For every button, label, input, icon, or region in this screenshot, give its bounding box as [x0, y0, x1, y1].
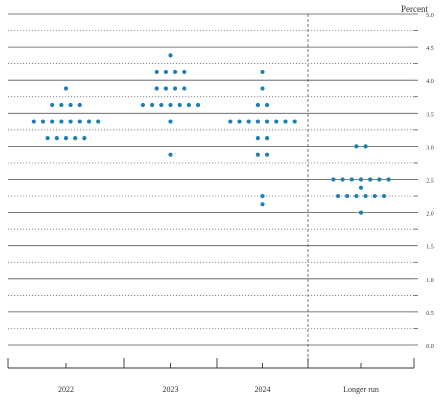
projection-dot: [265, 102, 270, 108]
projection-dot: [68, 119, 73, 124]
projection-dot: [154, 69, 159, 75]
projection-dot: [73, 136, 78, 141]
projection-dot: [31, 119, 36, 124]
projection-dot: [173, 86, 178, 91]
projection-dot: [163, 69, 168, 75]
projection-dot: [173, 69, 178, 75]
projection-dot: [163, 86, 168, 91]
projection-dot: [386, 177, 391, 182]
y-tick-label: 0.0: [426, 344, 434, 350]
projection-dot: [154, 86, 159, 91]
projection-dot: [354, 193, 359, 199]
projection-dot: [292, 119, 297, 124]
y-tick-label: 1.0: [426, 278, 434, 284]
y-tick-label: 3.0: [426, 145, 434, 151]
projection-dot: [265, 152, 270, 157]
y-tick-label: 5.0: [426, 13, 434, 19]
projection-dot: [140, 102, 145, 108]
projection-dot: [260, 193, 265, 199]
projection-dot: [63, 136, 69, 141]
projection-dot: [228, 119, 233, 124]
dots-layer: [31, 53, 391, 215]
projection-dot: [68, 102, 73, 108]
axis-layer: 0.0 0.5 1.0 1.5 2.0 2.5 3.0 3.5 4.0 4.5 5.0 2022 202…: [7, 13, 434, 394]
x-tick-label: 2023: [163, 385, 179, 394]
projection-dot: [260, 69, 265, 75]
projection-dot: [77, 102, 82, 108]
projection-dot: [237, 119, 242, 124]
projection-dot: [159, 102, 164, 108]
projection-dot: [345, 193, 350, 199]
projection-dot: [168, 152, 173, 157]
y-tick-label: 4.5: [426, 46, 434, 52]
projection-dot: [283, 119, 288, 124]
projection-dot: [255, 152, 260, 157]
projection-dot: [168, 102, 173, 108]
y-tick-label: 2.0: [426, 212, 434, 218]
projection-dot: [363, 144, 368, 149]
projection-dot: [260, 86, 265, 91]
projection-dot: [265, 136, 270, 141]
projection-dot: [40, 119, 46, 124]
projection-dot: [377, 177, 382, 182]
projection-dot: [77, 119, 82, 124]
projection-dot: [54, 136, 59, 141]
projection-dot: [358, 185, 364, 190]
projection-dot: [168, 119, 173, 124]
x-tick-label: Longer run: [343, 385, 379, 394]
projection-dot: [82, 136, 87, 141]
projection-dot: [340, 177, 345, 182]
projection-dot: [255, 119, 260, 124]
projection-dot: [349, 177, 354, 182]
y-tick-label: 4.0: [426, 79, 434, 85]
grid-layer: [8, 13, 414, 346]
projection-dot: [96, 119, 101, 124]
projection-dot: [335, 193, 341, 199]
projection-dot: [63, 86, 69, 91]
projection-dot: [354, 144, 359, 149]
projection-dot: [182, 86, 187, 91]
projection-dot: [260, 202, 265, 207]
x-tick-label: 2024: [255, 385, 271, 394]
projection-dot: [265, 119, 270, 124]
projection-dot: [50, 102, 55, 108]
projection-dot: [59, 102, 64, 108]
projection-dot: [150, 102, 155, 108]
projection-dot: [246, 119, 251, 124]
projection-dot: [381, 193, 387, 199]
projection-dot: [59, 119, 64, 124]
projection-dot: [363, 193, 368, 199]
x-tick-label: 2022: [58, 385, 74, 394]
y-axis-title: Percent: [401, 4, 428, 14]
projection-dot: [182, 69, 187, 75]
projection-dot: [255, 102, 260, 108]
projection-dot: [177, 102, 182, 108]
projection-dot: [274, 119, 279, 124]
projection-dot: [168, 53, 173, 58]
projection-dot: [86, 119, 92, 124]
projection-dot: [372, 193, 377, 199]
projection-dot: [196, 102, 201, 108]
projection-dot: [45, 136, 50, 141]
y-tick-label: 0.5: [426, 311, 434, 317]
projection-dot: [358, 210, 364, 215]
y-tick-label: 1.5: [426, 245, 434, 251]
projection-dot: [186, 102, 191, 108]
projection-dot: [368, 177, 373, 182]
projection-dot: [331, 177, 336, 182]
y-tick-label: 3.5: [426, 112, 434, 118]
projection-dot: [358, 177, 364, 182]
y-tick-label: 2.5: [426, 179, 434, 185]
projection-dot: [255, 136, 260, 141]
projection-dot: [50, 119, 55, 124]
